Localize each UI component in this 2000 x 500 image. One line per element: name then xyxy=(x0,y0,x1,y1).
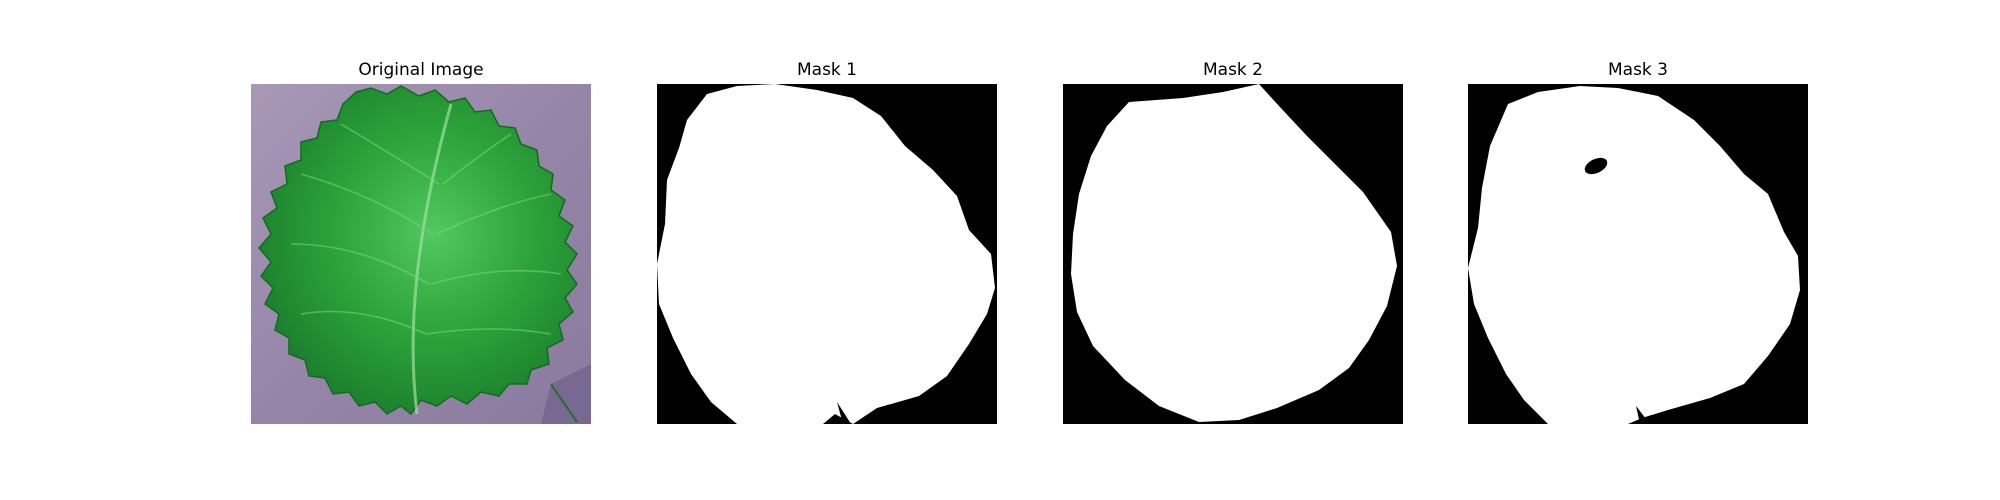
mask-1-panel: Mask 1 xyxy=(657,56,997,424)
leaf-veins xyxy=(290,123,562,335)
mask-1-image xyxy=(657,84,997,424)
mask-2-panel: Mask 2 xyxy=(1063,56,1403,424)
leaf-photo xyxy=(251,84,591,424)
mask-3-image xyxy=(1468,84,1808,424)
mask-foreground xyxy=(1468,86,1800,424)
panel-title: Mask 3 xyxy=(1607,60,1668,80)
mask-gap xyxy=(837,402,851,424)
panel-title: Mask 1 xyxy=(796,60,857,80)
mask-foreground xyxy=(1071,84,1397,422)
mask-3-panel: Mask 3 xyxy=(1468,56,1808,424)
leaf-shadow xyxy=(541,364,591,424)
original-image-panel: Original Image xyxy=(251,56,591,424)
mask-hole xyxy=(1584,157,1608,175)
leaf-stem xyxy=(550,383,578,423)
panel-title: Original Image xyxy=(358,60,484,80)
leaf-shape xyxy=(258,85,578,416)
panel-title: Mask 2 xyxy=(1202,60,1263,80)
mask-2-image xyxy=(1063,84,1403,424)
mask-foreground xyxy=(657,84,995,424)
mask-gap xyxy=(1636,406,1650,424)
leaf-midrib xyxy=(411,103,453,415)
